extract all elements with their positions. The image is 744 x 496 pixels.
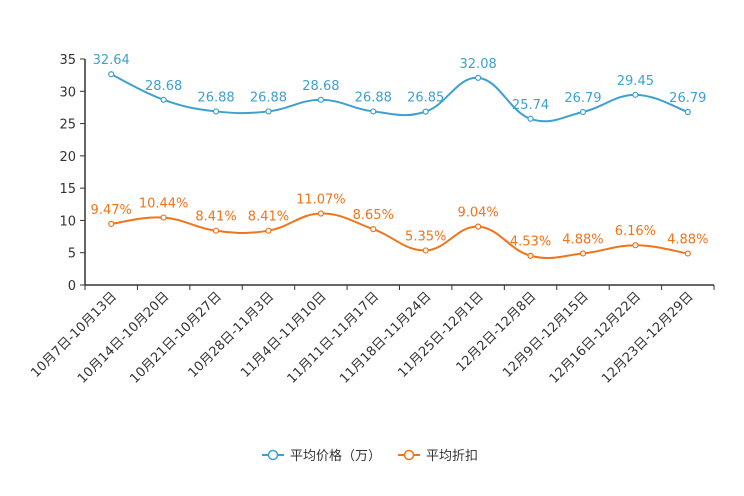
x-tick-label: 12月16日-12月22日 [547,289,644,386]
data-point[interactable] [108,220,115,227]
data-label: 26.85 [407,91,444,106]
data-point[interactable] [684,108,691,116]
data-label: 32.64 [93,53,130,68]
data-point[interactable] [212,227,220,234]
legend-item-discount[interactable]: 平均折扣 [398,449,478,464]
legend-item-price[interactable]: 平均价格（万） [262,448,381,464]
data-point[interactable] [212,108,220,115]
data-point[interactable] [632,242,639,249]
data-point[interactable] [579,250,587,257]
y-tick-label: 25 [59,118,76,133]
y-tick-label: 20 [59,150,76,165]
data-point[interactable] [265,108,272,115]
data-point[interactable] [160,214,167,221]
data-label: 28.68 [145,79,182,94]
data-label: 4.88% [667,232,708,247]
x-tick-label: 11月18日-11月24日 [337,289,434,386]
legend-label-discount: 平均折扣 [426,449,478,464]
x-tick-label: 12月23日-12月29日 [599,289,696,386]
data-point[interactable] [317,210,324,217]
y-tick-label: 0 [68,279,76,294]
data-point[interactable] [370,226,377,233]
data-label: 9.47% [91,203,132,218]
x-tick-label: 10月14日-10月20日 [75,289,172,386]
data-label: 11.07% [296,193,346,208]
y-tick-label: 15 [59,182,76,197]
series-0: 32.64 28.68 26.88 26.88 28.68 26.88 26.85 32.08… [93,53,706,123]
data-point[interactable] [370,108,377,115]
data-label: 6.16% [615,224,656,239]
data-label: 8.65% [353,208,394,223]
data-label: 8.41% [195,210,236,225]
data-point[interactable] [108,71,115,78]
legend: 平均价格（万） 平均折扣 [262,448,478,464]
data-label: 26.88 [250,90,287,105]
data-label: 28.68 [302,79,339,94]
data-point[interactable] [475,74,482,81]
data-label: 29.45 [617,74,654,89]
data-label: 9.04% [457,206,498,221]
y-tick-label: 10 [59,214,76,229]
data-point[interactable] [317,96,324,103]
series-layer: 32.64 28.68 26.88 26.88 28.68 26.88 26.85 32.08… [91,53,708,259]
data-point[interactable] [684,250,691,257]
data-point[interactable] [527,115,534,122]
data-point[interactable] [265,227,272,234]
data-label: 26.88 [197,90,234,105]
data-label: 26.79 [564,91,601,106]
data-point[interactable] [527,252,534,259]
data-label: 26.79 [669,91,706,106]
y-tick-label: 30 [59,85,76,100]
data-label: 8.41% [248,210,289,225]
data-label: 25.74 [512,98,549,113]
x-tick-label: 11月11日-11月17日 [285,289,382,386]
data-point[interactable] [160,96,167,103]
data-point[interactable] [422,247,429,254]
series-1: 9.47% 10.44% 8.41% 8.41% 11.07% 8.65% 5.35% 9.0… [91,193,708,259]
data-label: 5.35% [405,229,446,244]
x-tick-label: 10月21日-10月27日 [127,289,224,386]
legend-label-price: 平均价格（万） [290,448,381,464]
data-label: 26.88 [355,90,392,105]
data-label: 4.88% [562,232,603,247]
data-point[interactable] [632,91,639,98]
data-label: 4.53% [510,235,551,250]
y-tick-label: 35 [59,53,76,68]
data-point[interactable] [579,108,587,116]
y-tick-label: 5 [68,247,76,262]
data-point[interactable] [422,108,429,115]
x-tick-label: 10月7日-10月13日 [28,289,120,381]
data-label: 10.44% [139,197,189,212]
data-label: 32.08 [460,57,497,72]
data-point[interactable] [475,223,482,230]
